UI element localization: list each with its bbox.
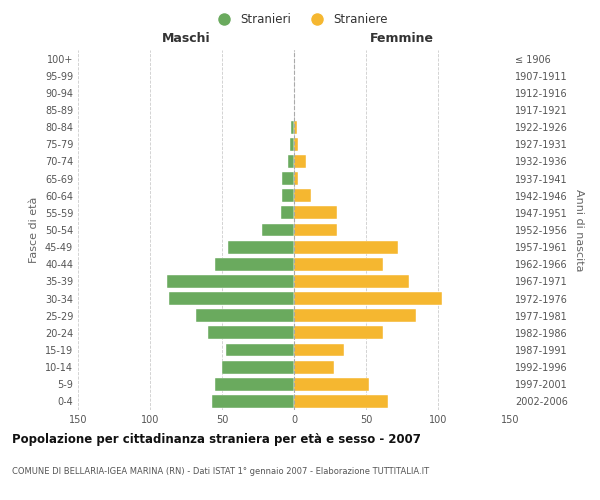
- Bar: [283, 172, 294, 185]
- Bar: [294, 275, 409, 288]
- Bar: [281, 206, 294, 220]
- Bar: [167, 275, 294, 288]
- Bar: [196, 310, 294, 322]
- Bar: [294, 190, 311, 202]
- Bar: [294, 292, 442, 305]
- Legend: Stranieri, Straniere: Stranieri, Straniere: [207, 8, 393, 31]
- Bar: [294, 155, 305, 168]
- Text: Femmine: Femmine: [370, 32, 434, 45]
- Bar: [294, 344, 344, 356]
- Bar: [294, 206, 337, 220]
- Bar: [215, 258, 294, 270]
- Bar: [294, 224, 337, 236]
- Bar: [222, 360, 294, 374]
- Bar: [291, 120, 294, 134]
- Bar: [212, 395, 294, 408]
- Bar: [294, 240, 398, 254]
- Bar: [288, 155, 294, 168]
- Bar: [226, 344, 294, 356]
- Bar: [294, 120, 297, 134]
- Bar: [294, 360, 334, 374]
- Bar: [294, 258, 383, 270]
- Y-axis label: Fasce di età: Fasce di età: [29, 197, 39, 263]
- Text: Popolazione per cittadinanza straniera per età e sesso - 2007: Popolazione per cittadinanza straniera p…: [12, 432, 421, 446]
- Bar: [283, 190, 294, 202]
- Text: COMUNE DI BELLARIA-IGEA MARINA (RN) - Dati ISTAT 1° gennaio 2007 - Elaborazione : COMUNE DI BELLARIA-IGEA MARINA (RN) - Da…: [12, 468, 429, 476]
- Bar: [262, 224, 294, 236]
- Bar: [215, 378, 294, 390]
- Bar: [294, 138, 298, 150]
- Bar: [208, 326, 294, 340]
- Bar: [294, 172, 298, 185]
- Bar: [294, 395, 388, 408]
- Bar: [290, 138, 294, 150]
- Bar: [294, 378, 369, 390]
- Bar: [228, 240, 294, 254]
- Y-axis label: Anni di nascita: Anni di nascita: [574, 188, 584, 271]
- Text: Maschi: Maschi: [161, 32, 211, 45]
- Bar: [294, 310, 416, 322]
- Bar: [294, 326, 383, 340]
- Bar: [169, 292, 294, 305]
